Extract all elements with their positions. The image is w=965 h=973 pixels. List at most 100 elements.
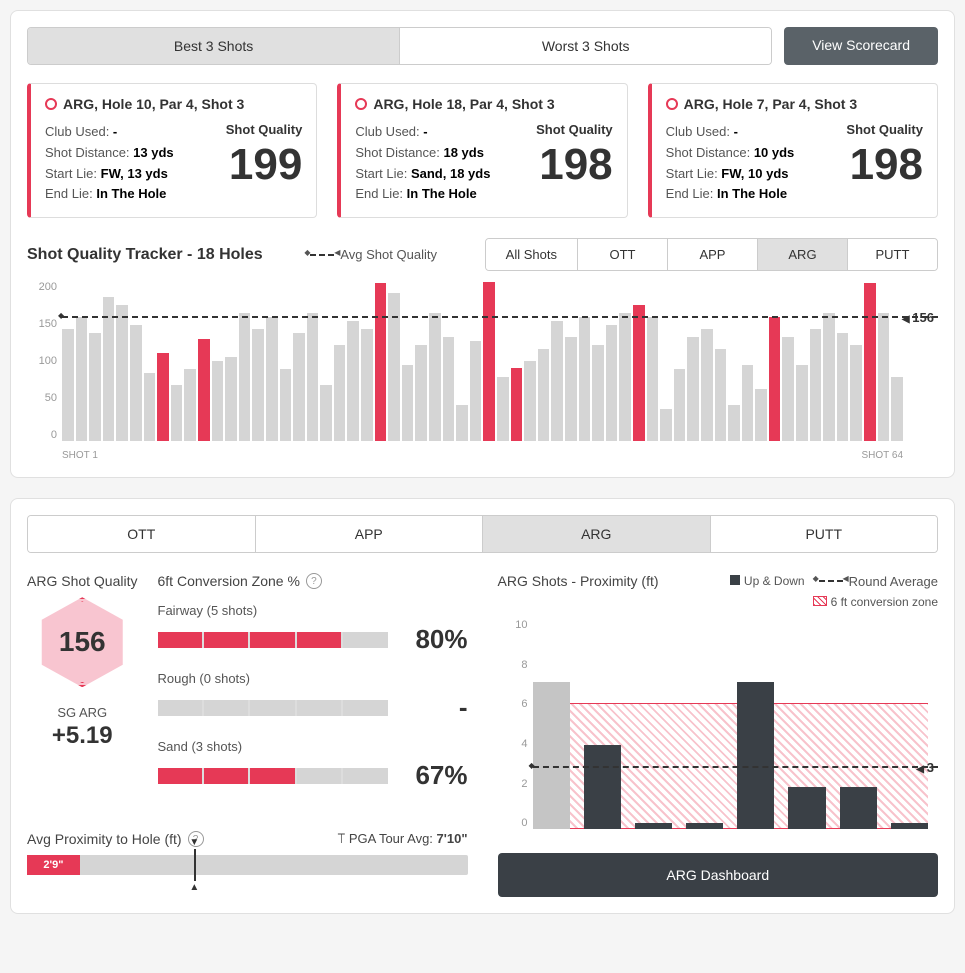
arg-dashboard-button[interactable]: ARG Dashboard [498,853,939,897]
sg-label: SG ARG [27,705,138,720]
shot-quality-score: Shot Quality 199 [226,122,303,205]
tracker-bar [891,377,903,441]
prox-bar [584,745,621,829]
tracker-bar [429,313,441,441]
tracker-bar [252,329,264,441]
view-scorecard-button[interactable]: View Scorecard [784,27,938,65]
tracker-bars [62,281,903,441]
tracker-bar [524,361,536,441]
shot-quality-score: Shot Quality 198 [536,122,613,205]
tracker-bar [171,385,183,441]
conv-bar [158,700,388,716]
tracker-bar [850,345,862,441]
prox-bar [840,787,877,829]
tracker-bar [592,345,604,441]
shot-details: Club Used: - Shot Distance: 13 yds Start… [45,122,174,205]
tracker-bar [864,283,876,441]
left-column: ARG Shot Quality 156 SG ARG +5.19 6ft Co… [27,573,468,897]
section-tab-app[interactable]: APP [255,516,483,552]
shot-card[interactable]: ARG, Hole 18, Par 4, Shot 3 Club Used: -… [337,83,627,218]
prox-bar [788,787,825,829]
sg-value: +5.19 [27,722,138,750]
tracker-bar [728,405,740,441]
tracker-bar [375,283,387,441]
lower-panel: OTTAPPARGPUTT ARG Shot Quality 156 SG AR… [10,498,955,914]
shot-card[interactable]: ARG, Hole 7, Par 4, Shot 3 Club Used: - … [648,83,938,218]
conv-row: Rough (0 shots) - [158,671,468,723]
prox-bar [737,682,774,829]
legend-hatch-icon [813,596,827,606]
conv-header: 6ft Conversion Zone % ? [158,573,468,589]
tracker-bar [89,333,101,441]
filter-tab-arg[interactable]: ARG [757,239,847,270]
tracker-bar [320,385,332,441]
conv-row-label: Fairway (5 shots) [158,603,468,618]
conversion-zone: 6ft Conversion Zone % ? Fairway (5 shots… [158,573,468,807]
tracker-bar [470,341,482,441]
conv-percentage: 67% [408,760,468,791]
tracker-bar [619,313,631,441]
tracker-bar [674,369,686,441]
tracker-bar [511,368,523,442]
top-tab-row: Best 3 Shots Worst 3 Shots View Scorecar… [27,27,938,65]
legend-conv: 6 ft conversion zone [831,595,938,609]
shot-quality-score: Shot Quality 198 [846,122,923,205]
tracker-bar [239,313,251,441]
filter-tab-app[interactable]: APP [667,239,757,270]
lower-content: ARG Shot Quality 156 SG ARG +5.19 6ft Co… [27,573,938,897]
prox-avg-line [533,766,939,768]
conv-bar [158,632,388,648]
pga-avg: ⟙ PGA Tour Avg: 7'10" [338,831,468,847]
tracker-bar [796,365,808,441]
prox-y-axis: 1086420 [498,619,528,829]
section-tab-ott[interactable]: OTT [28,516,255,552]
filter-tab-all-shots[interactable]: All Shots [486,239,577,270]
tracker-bar [184,369,196,441]
legend-avg-label: Avg Shot Quality [340,247,437,262]
tracker-bar [130,325,142,441]
filter-tab-putt[interactable]: PUTT [847,239,937,270]
tracker-bar [347,321,359,441]
tab-worst-shots[interactable]: Worst 3 Shots [399,28,771,64]
tracker-bar [116,305,128,441]
shot-card[interactable]: ARG, Hole 10, Par 4, Shot 3 Club Used: -… [27,83,317,218]
shot-quality-block: ARG Shot Quality 156 SG ARG +5.19 [27,573,138,750]
filter-tab-ott[interactable]: OTT [577,239,667,270]
prox-fill: 2'9" [27,855,80,875]
tracker-bar [144,373,156,441]
pga-label: PGA Tour Avg: [349,831,433,846]
prox-chart-title: ARG Shots - Proximity (ft) [498,573,659,589]
conv-row-label: Sand (3 shots) [158,739,468,754]
conv-row: Sand (3 shots) 67% [158,739,468,791]
tracker-bar [497,377,509,441]
prox-bar [891,823,928,829]
section-tab-arg[interactable]: ARG [482,516,710,552]
quality-row: ARG Shot Quality 156 SG ARG +5.19 6ft Co… [27,573,468,807]
hexagon-wrap: 156 SG ARG +5.19 [27,597,138,750]
section-tab-putt[interactable]: PUTT [710,516,938,552]
tracker-bar [782,337,794,441]
help-icon[interactable]: ? [306,573,322,589]
conv-row: Fairway (5 shots) 80% [158,603,468,655]
tracker-bar [483,282,495,441]
tracker-bar [225,357,237,441]
conv-percentage: 80% [408,624,468,655]
arg-shot-quality-label: ARG Shot Quality [27,573,138,589]
tracker-y-axis: 200150100500 [27,281,57,441]
tracker-bar [280,369,292,441]
lower-tabs: OTTAPPARGPUTT [27,515,938,553]
tracker-avg-badge: 156 [898,308,938,327]
tracker-bar [810,329,822,441]
shot-details: Club Used: - Shot Distance: 18 yds Start… [355,122,490,205]
prox-label: Avg Proximity to Hole (ft) [27,831,182,847]
x-label-end: SHOT 64 [862,450,904,461]
tracker-bar [361,329,373,441]
tab-best-shots[interactable]: Best 3 Shots [28,28,399,64]
conv-percentage: - [408,692,468,723]
tracker-bar [62,329,74,441]
tracker-bar [307,313,319,441]
tracker-bar [687,337,699,441]
tracker-avg-line [62,316,938,318]
tracker-bar [633,305,645,441]
tracker-filter-tabs: All ShotsOTTAPPARGPUTT [485,238,938,271]
